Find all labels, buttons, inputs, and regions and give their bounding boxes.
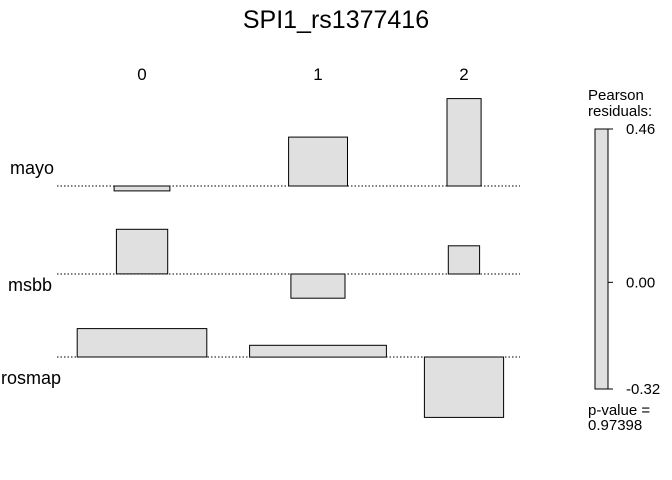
residual-bar-rosmap-1	[249, 344, 387, 358]
legend-ticks: 0.46 0.00 -0.32	[608, 121, 660, 398]
row-label-msbb: msbb	[8, 275, 52, 295]
row-labels: mayo msbb rosmap	[1, 158, 61, 388]
residual-bar-msbb-0	[115, 228, 169, 275]
row-label-mayo: mayo	[10, 158, 54, 178]
residual-bar-rosmap-0	[76, 328, 208, 358]
residual-bar-msbb-1	[290, 273, 346, 299]
residual-bar-mayo-1	[288, 136, 349, 187]
column-label-0: 0	[137, 65, 146, 84]
legend-tick-label: 0.46	[626, 121, 655, 138]
legend-tick-label: 0.00	[626, 274, 655, 291]
residual-bar-msbb-2	[447, 245, 481, 275]
legend-title: Pearson residuals:	[588, 87, 652, 120]
column-label-2: 2	[459, 65, 468, 84]
legend: Pearson residuals: 0.46 0.00 -0.32	[588, 87, 660, 398]
row-label-rosmap: rosmap	[1, 368, 61, 388]
p-value-label: p-value =	[588, 402, 650, 419]
column-labels: 0 1 2	[137, 65, 468, 84]
residual-bar-mayo-2	[446, 98, 482, 187]
residual-bars	[76, 98, 505, 418]
residual-bar-rosmap-2	[423, 356, 505, 418]
chart-title: SPI1_rs1377416	[243, 6, 429, 34]
legend-bar	[594, 128, 609, 390]
p-value: 0.97398	[588, 417, 642, 434]
legend-tick-label: -0.32	[626, 381, 660, 398]
residual-bar-mayo-0	[113, 185, 171, 192]
column-label-1: 1	[313, 65, 322, 84]
